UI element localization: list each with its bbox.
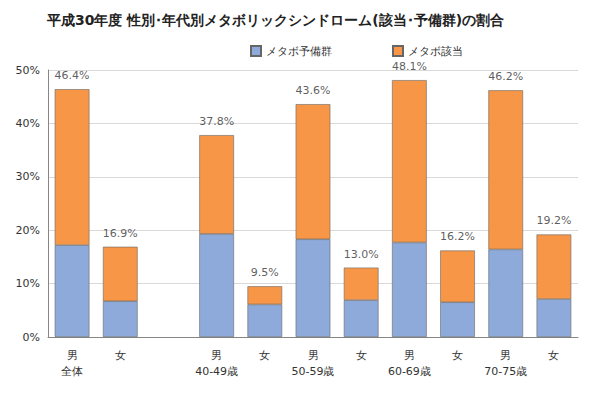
svg-text:メタボ予備群: メタボ予備群 bbox=[266, 45, 332, 58]
svg-text:43.6%: 43.6% bbox=[296, 84, 331, 97]
svg-text:48.1%: 48.1% bbox=[392, 60, 427, 73]
svg-text:男: 男 bbox=[500, 349, 511, 362]
svg-text:46.4%: 46.4% bbox=[55, 69, 90, 82]
svg-text:男: 男 bbox=[308, 349, 319, 362]
svg-text:女: 女 bbox=[115, 349, 126, 362]
svg-text:37.8%: 37.8% bbox=[199, 115, 234, 128]
svg-text:40-49歳: 40-49歳 bbox=[195, 365, 238, 378]
svg-text:メタボ該当: メタボ該当 bbox=[408, 45, 463, 58]
svg-text:20%: 20% bbox=[16, 224, 40, 237]
svg-text:9.5%: 9.5% bbox=[251, 266, 279, 279]
svg-text:男: 男 bbox=[404, 349, 415, 362]
svg-text:13.0%: 13.0% bbox=[344, 248, 379, 261]
svg-text:女: 女 bbox=[548, 349, 559, 362]
svg-text:19.2%: 19.2% bbox=[536, 214, 571, 227]
svg-text:女: 女 bbox=[452, 349, 463, 362]
svg-text:男: 男 bbox=[67, 349, 78, 362]
svg-text:10%: 10% bbox=[16, 277, 40, 290]
svg-text:女: 女 bbox=[259, 349, 270, 362]
svg-text:平成30年度 性別･年代別メタボリックシンドローム(該当･予: 平成30年度 性別･年代別メタボリックシンドローム(該当･予備群)の割合 bbox=[46, 12, 504, 28]
svg-text:女: 女 bbox=[356, 349, 367, 362]
svg-text:男: 男 bbox=[211, 349, 222, 362]
svg-text:70-75歳: 70-75歳 bbox=[484, 365, 527, 378]
svg-text:60-69歳: 60-69歳 bbox=[388, 365, 431, 378]
svg-text:30%: 30% bbox=[16, 170, 40, 183]
svg-text:40%: 40% bbox=[16, 117, 40, 130]
svg-text:50-59歳: 50-59歳 bbox=[292, 365, 335, 378]
svg-text:0%: 0% bbox=[23, 331, 40, 344]
svg-text:46.2%: 46.2% bbox=[488, 70, 523, 83]
svg-text:16.9%: 16.9% bbox=[103, 227, 138, 240]
svg-text:16.2%: 16.2% bbox=[440, 230, 475, 243]
svg-text:全体: 全体 bbox=[61, 365, 83, 378]
svg-text:50%: 50% bbox=[16, 64, 40, 77]
